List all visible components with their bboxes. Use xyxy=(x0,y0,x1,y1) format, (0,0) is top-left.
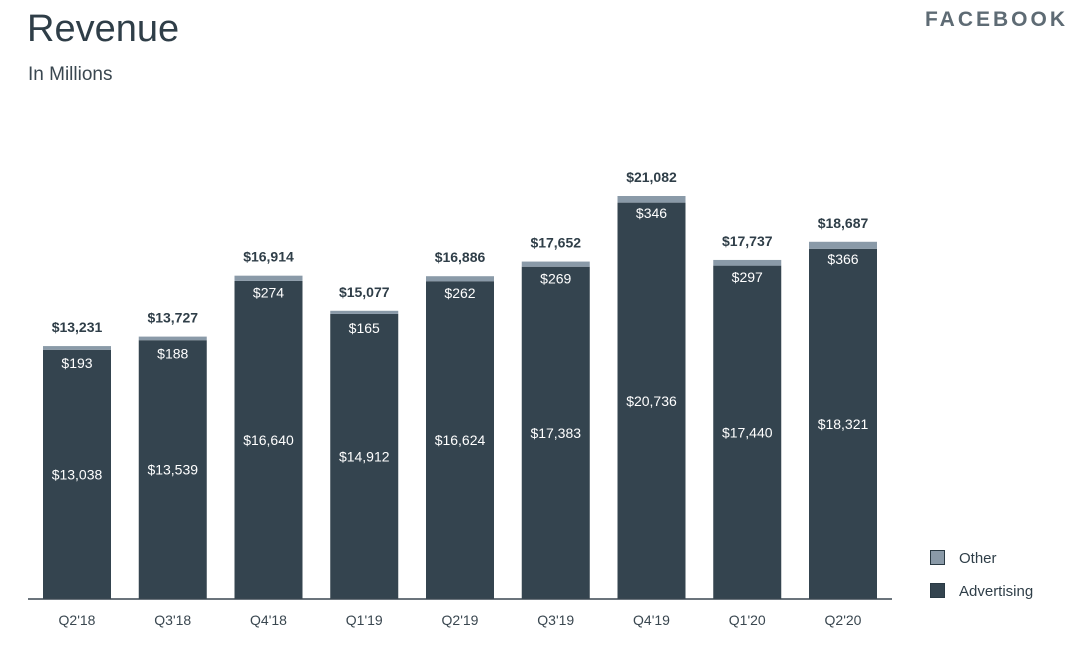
data-label-other: $346 xyxy=(636,205,667,221)
data-label-other: $193 xyxy=(61,355,92,371)
data-label-total: $17,737 xyxy=(722,233,773,249)
data-label-advertising: $13,038 xyxy=(52,466,103,482)
bar-other xyxy=(234,275,303,281)
bar-other xyxy=(617,196,686,203)
data-label-advertising: $18,321 xyxy=(818,416,869,432)
bar-advertising xyxy=(330,313,399,599)
data-label-advertising: $16,640 xyxy=(243,432,294,448)
bar-other xyxy=(521,261,590,267)
bar-advertising xyxy=(234,280,303,599)
bar-other xyxy=(138,336,207,341)
x-tick-label: Q2'19 xyxy=(442,612,479,628)
legend-label-other: Other xyxy=(959,550,997,567)
data-label-total: $13,231 xyxy=(52,319,103,335)
data-label-other: $165 xyxy=(349,320,380,336)
bar-other xyxy=(43,346,111,350)
bar-advertising xyxy=(713,265,782,599)
x-tick-label: Q3'18 xyxy=(154,612,191,628)
data-label-advertising: $17,383 xyxy=(530,425,581,441)
data-label-advertising: $14,912 xyxy=(339,448,390,464)
bar-advertising xyxy=(617,202,686,599)
data-label-other: $188 xyxy=(157,346,188,362)
bar-other xyxy=(426,276,494,282)
data-label-total: $16,914 xyxy=(243,249,294,265)
bar-advertising xyxy=(521,266,590,599)
bar-other xyxy=(713,259,782,266)
data-label-other: $262 xyxy=(444,285,475,301)
data-label-total: $15,077 xyxy=(339,284,390,300)
chart-subtitle: In Millions xyxy=(28,64,113,85)
legend-swatch-advertising xyxy=(930,583,945,598)
data-label-total: $18,687 xyxy=(818,215,869,231)
data-label-total: $21,082 xyxy=(626,169,677,185)
bar-other xyxy=(809,241,877,249)
data-label-advertising: $16,624 xyxy=(435,432,486,448)
data-label-advertising: $20,736 xyxy=(626,393,677,409)
x-tick-label: Q2'18 xyxy=(59,612,96,628)
legend-swatch-other xyxy=(930,550,945,565)
x-tick-label: Q2'20 xyxy=(825,612,862,628)
data-label-total: $13,727 xyxy=(147,310,198,326)
legend-label-advertising: Advertising xyxy=(959,583,1034,600)
data-label-other: $297 xyxy=(732,269,763,285)
bar-advertising xyxy=(809,248,877,599)
bar-advertising xyxy=(43,349,111,599)
bar-advertising xyxy=(138,340,207,599)
legend-item-advertising: Advertising xyxy=(930,583,1033,600)
x-tick-label: Q4'18 xyxy=(250,612,287,628)
bar-other xyxy=(330,310,399,314)
x-tick-label: Q1'19 xyxy=(346,612,383,628)
data-label-other: $366 xyxy=(827,251,858,267)
data-label-other: $269 xyxy=(540,271,571,287)
brand-logo: FACEBOOK xyxy=(924,8,1068,31)
data-label-advertising: $17,440 xyxy=(722,424,773,440)
legend-item-other: Other xyxy=(930,550,997,567)
x-tick-label: Q1'20 xyxy=(729,612,766,628)
data-label-advertising: $13,539 xyxy=(147,462,198,478)
data-label-total: $16,886 xyxy=(435,249,486,265)
data-label-total: $17,652 xyxy=(530,235,581,251)
x-tick-label: Q4'19 xyxy=(633,612,670,628)
chart-title: Revenue xyxy=(27,8,180,50)
bar-advertising xyxy=(426,281,494,599)
data-label-other: $274 xyxy=(253,285,284,301)
x-tick-label: Q3'19 xyxy=(537,612,574,628)
